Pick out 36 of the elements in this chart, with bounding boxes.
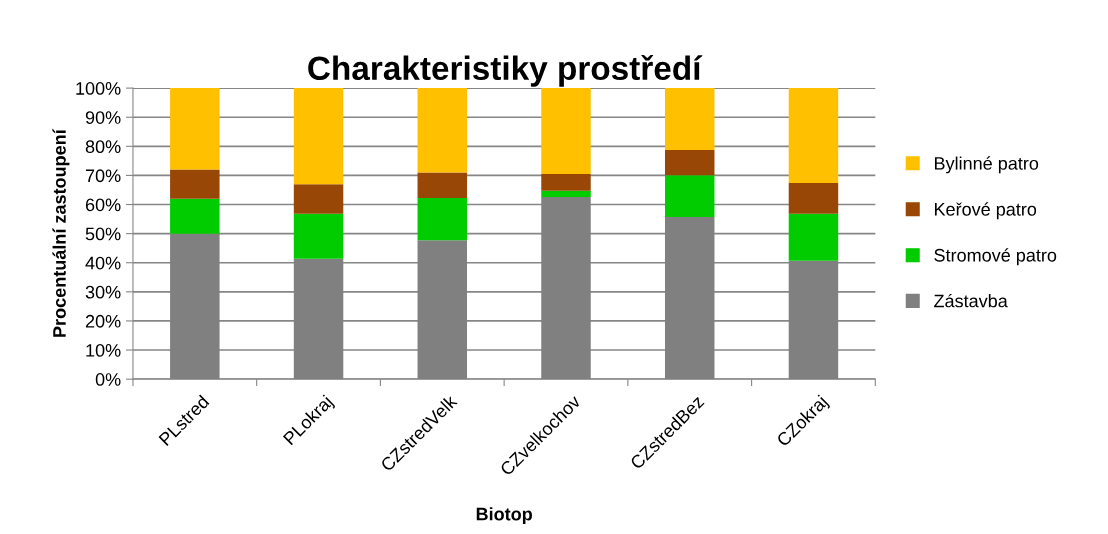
- legend-label: Zástavba: [934, 293, 1008, 308]
- bar: [293, 213, 344, 259]
- bar: [664, 150, 715, 176]
- bar: [664, 88, 715, 151]
- y-tick-label: 10%: [86, 343, 121, 357]
- bar: [170, 198, 220, 234]
- y-tick-label: 100%: [76, 82, 121, 95]
- bar: [417, 172, 468, 199]
- y-tick-label: 40%: [85, 256, 121, 270]
- legend-label: Bylinné patro: [934, 156, 1039, 174]
- bar: [541, 88, 591, 174]
- y-tick-label: 80%: [85, 140, 121, 154]
- y-tick-label: 30%: [85, 285, 121, 299]
- y-axis-title: Procentuální zastoupení: [52, 128, 70, 337]
- bar: [541, 190, 591, 197]
- bar: [788, 182, 839, 214]
- bar: [417, 198, 468, 241]
- legend-label: Keřové patro: [934, 202, 1037, 220]
- y-tick-label: 50%: [85, 227, 121, 241]
- y-tick-label: 20%: [85, 314, 121, 328]
- bar: [541, 173, 591, 191]
- bar: [664, 175, 715, 218]
- legend-label: Stromové patro: [934, 248, 1057, 266]
- y-tick-label: 0%: [95, 373, 121, 386]
- bar: [170, 169, 220, 199]
- bar: [417, 88, 468, 173]
- bar: [788, 213, 839, 261]
- bar: [170, 88, 220, 170]
- y-tick-label: 60%: [85, 198, 121, 212]
- chart-title: Charakteristiky prostředí: [308, 54, 703, 87]
- y-tick-label: 70%: [85, 169, 121, 183]
- y-tick-label: 90%: [85, 111, 121, 124]
- x-axis-title: Biotop: [476, 507, 532, 525]
- bar: [788, 88, 839, 183]
- bar: [293, 184, 344, 214]
- bar: [293, 88, 344, 185]
